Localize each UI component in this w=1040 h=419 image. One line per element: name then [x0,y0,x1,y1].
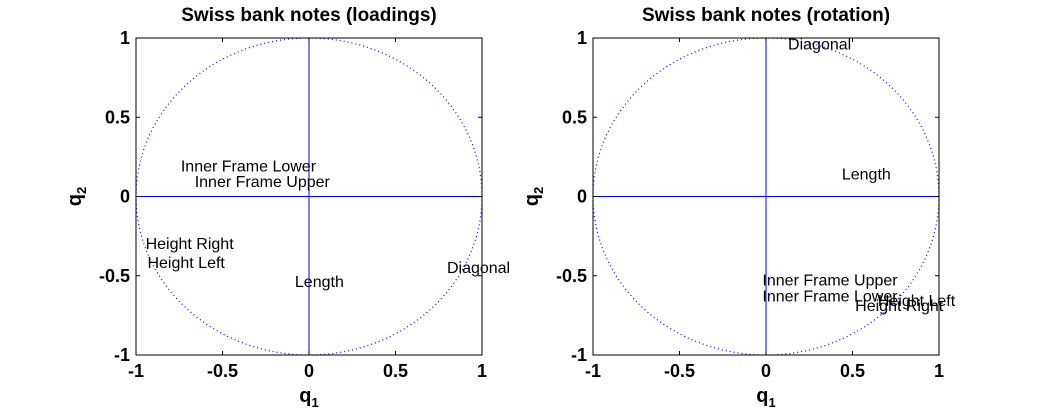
point-label: Diagonal [788,36,851,53]
point-label: Height Left [878,293,956,310]
point-label: Length [295,274,344,291]
y-tick-label: -1 [571,345,587,365]
y-axis-label: q2 [64,187,89,206]
x-axis-label: q1 [756,385,775,410]
point-label: Inner Frame Upper [762,273,898,290]
chart-title: Swiss bank notes (rotation) [642,5,890,26]
point-label: Inner Frame Upper [195,174,331,191]
x-tick-label: 0.5 [840,361,865,381]
chart-title: Swiss bank notes (loadings) [181,5,437,26]
y-tick-label: 1 [577,28,587,48]
y-tick-label: 0 [577,187,587,207]
point-label: Length [842,166,891,183]
point-label: Inner Frame Lower [762,288,898,305]
chart-loadings: Swiss bank notes (loadings) -1 -0.5 0 0.5 1 -… [64,5,510,410]
x-tick-label: -1 [128,361,144,381]
y-tick-label: 0.5 [105,107,130,127]
y-axis-label: q2 [521,187,546,206]
x-axis-label-subscript: 1 [768,395,775,410]
y-tick-label: 0.5 [562,107,587,127]
x-tick-label: 0 [761,361,771,381]
y-tick-label: 1 [120,28,130,48]
x-tick-label: 1 [934,361,944,381]
point-label: Height Right [146,236,235,253]
point-label: Inner Frame Lower [181,158,317,175]
x-tick-label: -0.5 [207,361,238,381]
point-label: Height Right [855,298,944,315]
x-tick-label: 1 [477,361,487,381]
y-tick-label: -1 [114,345,130,365]
y-axis-label-subscript: 2 [531,187,546,194]
point-label: Height Left [147,255,225,272]
x-tick-label: -1 [585,361,601,381]
x-tick-label: 0 [304,361,314,381]
x-axis-label: q1 [299,385,318,410]
x-tick-label: 0.5 [383,361,408,381]
x-axis-label-subscript: 1 [311,395,318,410]
chart-rotation: Swiss bank notes (rotation) -1 -0.5 0 0.5 1 -… [521,5,956,410]
x-tick-label: -0.5 [664,361,695,381]
y-tick-label: 0 [120,187,130,207]
y-tick-label: -0.5 [99,266,130,286]
y-tick-label: -0.5 [556,266,587,286]
y-axis-label-subscript: 2 [74,187,89,194]
point-label: Diagonal [447,260,510,277]
